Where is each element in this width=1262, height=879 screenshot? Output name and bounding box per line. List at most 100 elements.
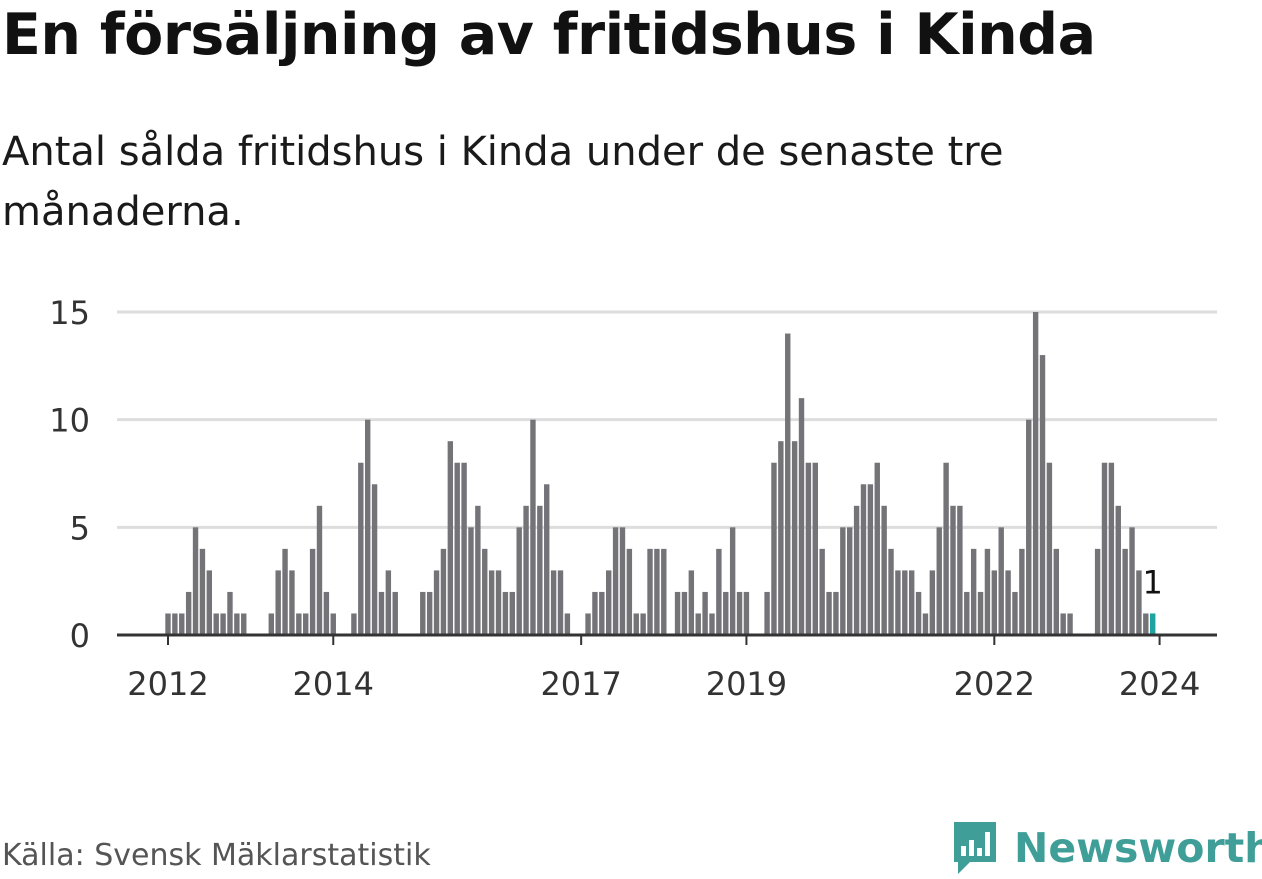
bar (847, 527, 853, 635)
bar (729, 527, 736, 635)
bar (723, 591, 729, 635)
bar (303, 613, 309, 635)
bar (275, 570, 281, 635)
bar (433, 570, 440, 635)
bar (206, 570, 213, 635)
bar (440, 548, 447, 635)
bar (950, 505, 956, 635)
bar (482, 548, 488, 635)
bar (599, 591, 605, 635)
bar (654, 548, 660, 635)
bar (695, 613, 701, 635)
bar (991, 570, 998, 635)
bar (1136, 570, 1142, 635)
bar (1019, 548, 1025, 635)
bar (929, 570, 936, 635)
bar (1067, 613, 1073, 635)
bar (475, 505, 481, 635)
bar (468, 527, 474, 635)
bar (557, 570, 564, 635)
bar (674, 591, 681, 635)
bar (647, 548, 653, 635)
bar (165, 613, 171, 635)
bar (736, 591, 743, 635)
bar (1122, 548, 1128, 635)
bar (640, 613, 646, 635)
bar (633, 613, 639, 635)
bar (192, 527, 199, 635)
bar (461, 462, 467, 635)
x-tick-label: 2022 (954, 665, 1035, 703)
bar (915, 591, 922, 635)
bar (385, 570, 392, 635)
bar (564, 613, 571, 635)
bar (371, 484, 378, 635)
x-tick-label: 2024 (1119, 665, 1200, 703)
bar (296, 613, 302, 635)
bar (833, 591, 839, 635)
source-note: Källa: Svensk Mäklarstatistik (2, 838, 431, 873)
bar (957, 505, 963, 635)
bar (819, 548, 825, 635)
bar (509, 591, 515, 635)
bar (241, 613, 247, 635)
bar (812, 462, 818, 635)
bar (1108, 462, 1115, 635)
bar (702, 591, 708, 635)
bar (709, 613, 715, 635)
brand-name: Newsworthy (1014, 824, 1262, 872)
bar (289, 570, 295, 635)
bar (785, 333, 791, 635)
bar (227, 591, 233, 635)
bar (1005, 570, 1011, 635)
bar (881, 505, 887, 635)
bar (323, 591, 330, 635)
bar (908, 570, 915, 635)
bar (1149, 613, 1156, 635)
bar (1046, 462, 1053, 635)
bar (1012, 591, 1018, 635)
bar (1143, 613, 1149, 635)
bar (867, 484, 874, 635)
bar (716, 548, 722, 635)
bar (1026, 419, 1032, 635)
y-tick-label: 10 (49, 402, 90, 440)
bar (626, 548, 633, 635)
bar (943, 462, 949, 635)
bar (185, 591, 192, 635)
y-tick-label: 15 (49, 294, 90, 332)
bar (874, 462, 880, 635)
bar (378, 591, 385, 635)
x-tick-label: 2014 (293, 665, 374, 703)
bar (364, 419, 371, 635)
bar (606, 570, 612, 635)
bar (454, 462, 460, 635)
bar (358, 462, 364, 635)
newsworthy-brand[interactable]: Newsworthy (950, 818, 1262, 878)
chart-title: En försäljning av fritidshus i Kinda (2, 2, 1096, 68)
bar (612, 527, 619, 635)
bar (902, 570, 908, 635)
bar (523, 505, 529, 635)
bar (420, 591, 426, 635)
bar (1094, 548, 1101, 635)
bar (1115, 505, 1121, 635)
bar (1060, 613, 1066, 635)
newsworthy-logo-icon (954, 822, 996, 874)
bar (984, 548, 991, 635)
bar (351, 613, 357, 635)
bar (309, 548, 316, 635)
data-label: 1 (1143, 563, 1163, 601)
bar (661, 548, 667, 635)
x-tick-label: 2012 (127, 665, 208, 703)
bar (805, 462, 812, 635)
bar (860, 484, 867, 635)
chart-subtitle: Antal sålda fritidshus i Kinda under de … (2, 129, 1004, 235)
bar (964, 591, 970, 635)
bar (895, 570, 901, 635)
bar (791, 441, 798, 635)
bar (922, 613, 929, 635)
y-tick-label: 0 (70, 617, 90, 655)
bar (688, 570, 695, 635)
bar (771, 462, 777, 635)
